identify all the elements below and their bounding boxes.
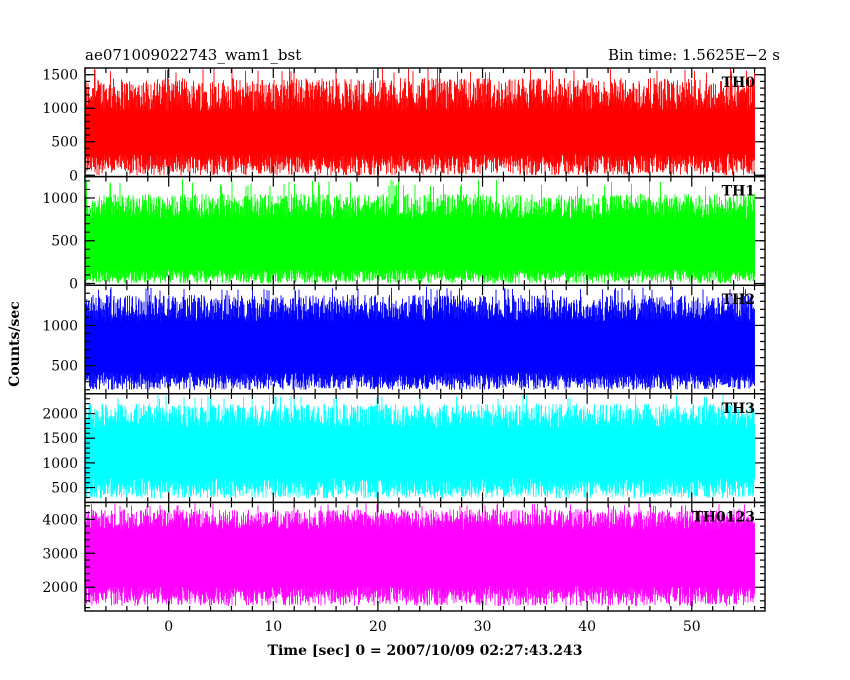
series-label-th0123: TH0123 [692, 509, 755, 525]
y-tick-label: 500 [51, 135, 78, 151]
y-tick-label: 0 [69, 276, 78, 292]
series-label-th2: TH2 [722, 292, 755, 308]
y-tick-label: 500 [51, 234, 78, 250]
y-tick-label: 2000 [42, 580, 78, 596]
y-tick-label: 4000 [42, 512, 78, 528]
series-trace-th0 [85, 68, 755, 176]
chart-title-left: ae071009022743_wam1_bst [85, 46, 301, 64]
y-tick-label: 1500 [42, 68, 78, 84]
panel-th3: 500 1000 1500 2000 TH3 [42, 393, 766, 504]
series-label-th3: TH3 [722, 401, 755, 417]
x-tick-label: 50 [683, 619, 701, 635]
panel-frame [84, 501, 766, 612]
y-tick-label: 500 [51, 481, 78, 497]
y-tick-label: 500 [51, 359, 78, 375]
x-axis-label: Time [sec] 0 = 2007/10/09 02:27:43.243 [268, 643, 583, 659]
series-trace-th2 [85, 286, 755, 390]
series-label-th1: TH1 [722, 184, 755, 200]
x-tick-label: 40 [578, 619, 596, 635]
panel-th0: 0 500 1000 1500 TH0 [42, 67, 766, 184]
y-tick-label: 0 [69, 168, 78, 184]
x-tick-label: 10 [264, 619, 282, 635]
series-trace-th1 [85, 179, 755, 284]
y-axis-label: Counts/sec [7, 301, 23, 387]
panel-th0123: 2000 3000 4000 TH0123 [42, 501, 766, 612]
y-tick-label: 1000 [42, 101, 78, 117]
panel-th2: 500 1000 TH2 [42, 284, 766, 395]
x-tick-label: 30 [474, 619, 492, 635]
y-tick-label: 3000 [42, 546, 78, 562]
y-tick-label: 2000 [42, 407, 78, 423]
y-tick-label: 1000 [42, 456, 78, 472]
x-tick-label: 0 [164, 619, 173, 635]
series-trace-th0123 [85, 503, 755, 606]
y-tick-label: 1000 [42, 318, 78, 334]
chart-title-right: Bin time: 1.5625E−2 s [608, 46, 780, 64]
x-tick-label: 20 [369, 619, 387, 635]
y-tick-label: 1500 [42, 431, 78, 447]
series-label-th0: TH0 [722, 75, 756, 91]
series-trace-th3 [85, 394, 755, 499]
y-tick-label: 1000 [42, 191, 78, 207]
panel-th1: 0 500 1000 TH1 [42, 175, 766, 292]
